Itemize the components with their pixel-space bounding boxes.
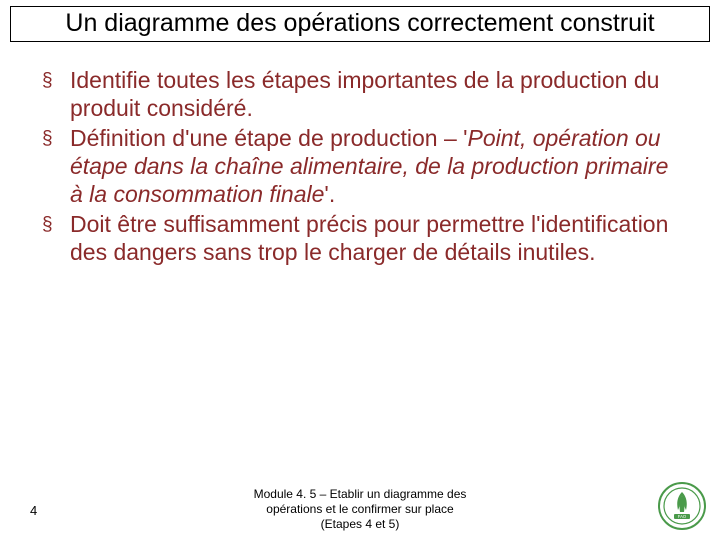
fao-logo-icon: FAO <box>658 482 706 530</box>
slide: Un diagramme des opérations correctement… <box>0 6 720 546</box>
footer: 4 Module 4. 5 – Etablir un diagramme des… <box>0 478 720 536</box>
footer-line: opérations et le confirmer sur place <box>254 502 467 517</box>
bullet-suffix: '. <box>324 181 335 207</box>
list-item: § Doit être suffisamment précis pour per… <box>70 210 686 266</box>
bullet-list: § Identifie toutes les étapes importante… <box>0 42 720 266</box>
bullet-prefix: Définition d'une étape de production – ' <box>70 125 468 151</box>
footer-line: (Etapes 4 et 5) <box>254 517 467 532</box>
slide-title: Un diagramme des opérations correctement… <box>17 9 703 39</box>
footer-line: Module 4. 5 – Etablir un diagramme des <box>254 487 467 502</box>
list-item: § Identifie toutes les étapes importante… <box>70 66 686 122</box>
bullet-icon: § <box>42 127 53 150</box>
page-number: 4 <box>30 503 37 518</box>
bullet-icon: § <box>42 213 53 236</box>
bullet-text: Doit être suffisamment précis pour perme… <box>70 211 668 265</box>
bullet-icon: § <box>42 69 53 92</box>
bullet-text: Identifie toutes les étapes importantes … <box>70 67 659 121</box>
bullet-text: Définition d'une étape de production – '… <box>70 125 668 207</box>
list-item: § Définition d'une étape de production –… <box>70 124 686 208</box>
footer-text: Module 4. 5 – Etablir un diagramme des o… <box>254 487 467 532</box>
title-box: Un diagramme des opérations correctement… <box>10 6 710 42</box>
svg-text:FAO: FAO <box>678 514 687 519</box>
